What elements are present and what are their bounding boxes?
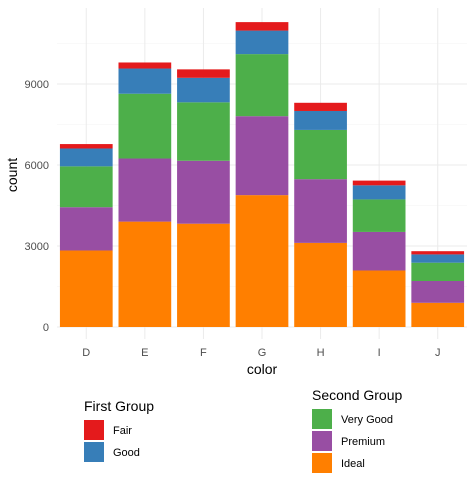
y-tick-label: 3000 — [25, 241, 49, 253]
bar-G-ideal — [235, 195, 289, 327]
bar-E-fair — [118, 62, 172, 69]
legend-first-group: First Group Fair Good — [84, 398, 154, 462]
bar-J-fair — [411, 251, 465, 255]
bar-H-ideal — [294, 242, 347, 327]
bar-H-fair — [294, 102, 347, 111]
bar-F-fair — [177, 69, 230, 78]
bar-F-very-good — [177, 102, 230, 161]
bar-J-ideal — [411, 302, 465, 327]
x-tick-label: H — [317, 347, 325, 359]
y-axis-title: count — [4, 158, 20, 192]
bar-J-good — [411, 254, 465, 263]
bar-D-premium — [59, 207, 113, 251]
x-tick-label: I — [378, 347, 381, 359]
legend-key-very-good — [312, 409, 332, 429]
bars — [59, 22, 465, 327]
bar-I-ideal — [352, 270, 406, 327]
bar-G-fair — [235, 22, 289, 31]
bar-I-premium — [352, 231, 406, 271]
bar-E-good — [118, 68, 172, 94]
legend-key-ideal — [312, 453, 332, 473]
legend-label: Premium — [341, 436, 385, 448]
bar-H-premium — [294, 179, 347, 243]
legend-label: Fair — [113, 425, 132, 437]
x-tick-label: J — [435, 347, 441, 359]
legend-label: Ideal — [341, 458, 365, 470]
x-axis-ticks: D E F G H I J — [82, 347, 440, 359]
x-tick-label: D — [82, 347, 90, 359]
y-tick-label: 6000 — [25, 160, 49, 172]
bar-E-very-good — [118, 93, 172, 159]
bar-D-ideal — [59, 250, 113, 327]
legend-key-good — [84, 442, 104, 462]
bar-D-fair — [59, 144, 113, 149]
legend-title: Second Group — [312, 387, 402, 403]
bar-I-fair — [352, 180, 406, 186]
y-axis-ticks: 0 3000 6000 9000 — [25, 79, 49, 334]
bar-I-good — [352, 185, 406, 200]
bar-D-good — [59, 148, 113, 167]
bar-J-premium — [411, 280, 465, 303]
bar-D-very-good — [59, 166, 113, 208]
bar-E-ideal — [118, 221, 172, 327]
bar-G-premium — [235, 116, 289, 196]
bar-I-very-good — [352, 199, 406, 232]
bar-H-good — [294, 110, 347, 130]
legend-label: Very Good — [341, 414, 393, 426]
legend-label: Good — [113, 447, 140, 459]
y-tick-label: 0 — [43, 322, 49, 334]
bar-G-very-good — [235, 54, 289, 117]
x-axis-title: color — [247, 361, 278, 377]
bar-G-good — [235, 30, 289, 55]
y-tick-label: 9000 — [25, 79, 49, 91]
bar-J-very-good — [411, 262, 465, 281]
legend-key-fair — [84, 420, 104, 440]
x-tick-label: G — [258, 347, 267, 359]
bar-E-premium — [118, 158, 172, 222]
legend-key-premium — [312, 431, 332, 451]
legend-title: First Group — [84, 398, 154, 414]
legend-second-group: Second Group Very Good Premium Ideal — [312, 387, 402, 473]
bar-H-very-good — [294, 129, 347, 180]
bar-F-good — [177, 77, 230, 103]
bar-F-premium — [177, 160, 230, 224]
x-tick-label: E — [141, 347, 148, 359]
bar-F-ideal — [177, 223, 230, 327]
x-tick-label: F — [200, 347, 207, 359]
